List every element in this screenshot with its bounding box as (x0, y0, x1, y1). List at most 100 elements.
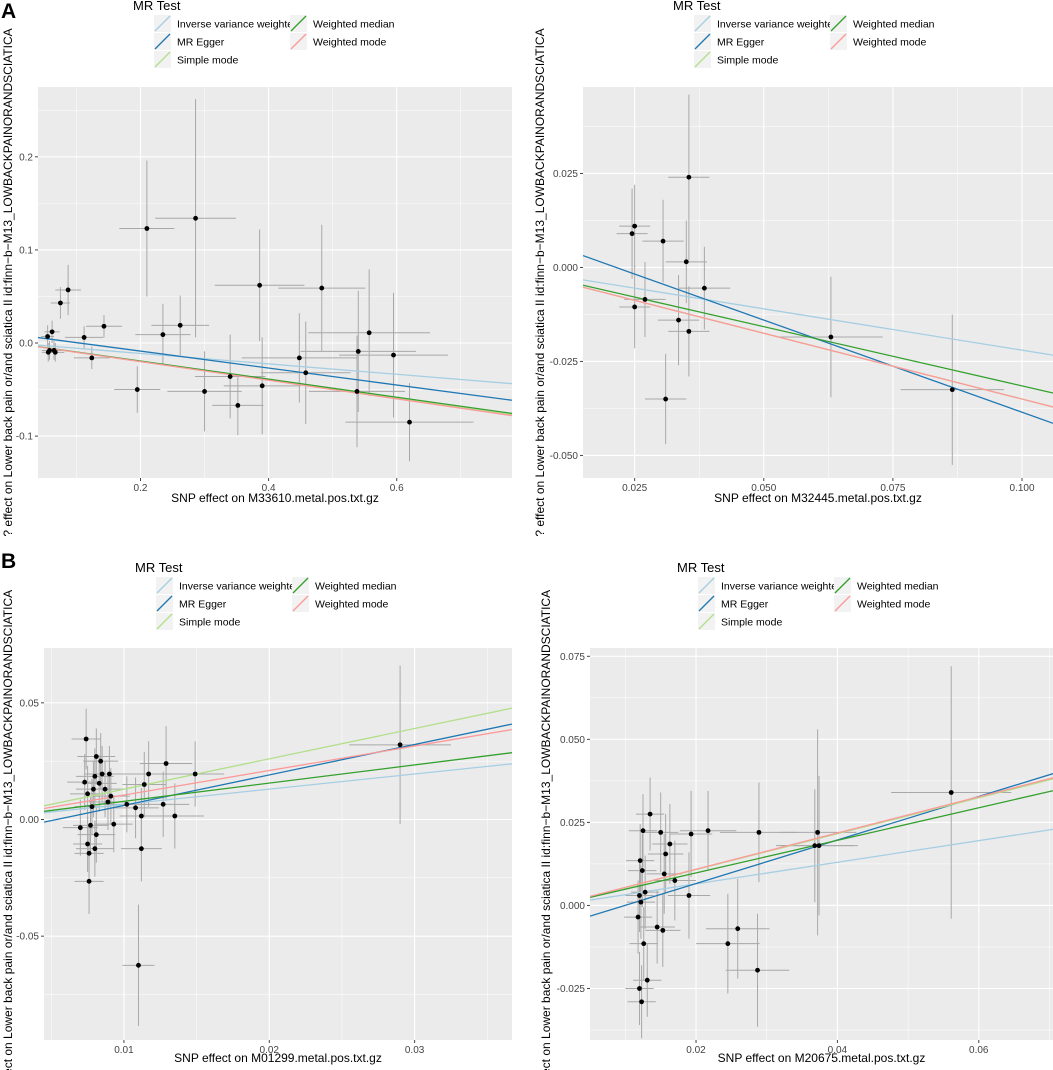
legend-label-weighted-median: Weighted median (313, 19, 395, 31)
line-weighted-median (583, 284, 1053, 394)
legend-label-inverse-variance-weighted: Inverse variance weighted (717, 19, 839, 31)
legend: MR Test Inverse variance weighted MR Egger… (135, 560, 397, 630)
legend-key-line (694, 51, 711, 68)
data-point (355, 348, 361, 354)
data-point (202, 389, 207, 394)
line-weighted-mode (44, 728, 512, 810)
chart-2: 0.025 0.050 0.075 0.100 -0.050 -0.025 0.000 0.0… (533, 0, 1053, 537)
points (635, 790, 954, 1005)
data-point (163, 761, 169, 766)
legend-title: MR Test (135, 560, 183, 575)
data-point (177, 322, 183, 328)
data-point (58, 300, 63, 306)
legend-label-mr-egger: MR Egger (721, 599, 769, 611)
y-tick-label: 0.2 (19, 152, 33, 163)
data-point (136, 962, 141, 968)
legend-label-weighted-mode: Weighted mode (853, 37, 927, 49)
y-axis-title: ? effect on Lower back pain or/and sciat… (1, 590, 15, 1070)
legend-label-mr-egger: MR Egger (179, 599, 227, 611)
data-point (658, 829, 664, 835)
data-point (948, 790, 954, 795)
legend-label-weighted-mode: Weighted mode (857, 599, 931, 611)
x-tick-label: 0.025 (622, 483, 647, 494)
x-tick-label: 0.2 (134, 483, 148, 494)
x-axis-title: SNP effect on M33610.metal.pos.txt.gz (171, 491, 379, 505)
x-tick-label: 0.02 (686, 1045, 706, 1056)
y-tick-label: -0.05 (16, 932, 39, 943)
data-point (686, 328, 692, 334)
data-point (688, 831, 694, 837)
legend-label-weighted-median: Weighted median (853, 19, 935, 31)
x-tick-label: 0.4 (262, 483, 276, 494)
data-point (82, 779, 88, 785)
data-point (160, 332, 166, 338)
data-point (77, 825, 83, 831)
data-point (160, 801, 166, 807)
line-inverse-variance-weighted (590, 828, 1053, 901)
gridlines (38, 87, 512, 478)
data-point (660, 927, 666, 933)
data-point (85, 841, 91, 847)
y-tick-label: 0.05 (20, 698, 40, 709)
data-point (172, 813, 178, 819)
legend-key-line (830, 15, 847, 32)
data-point (85, 791, 91, 797)
legend-title: MR Test (133, 0, 181, 13)
data-point (86, 850, 92, 856)
legend-label-inverse-variance-weighted: Inverse variance weighted (179, 581, 301, 593)
data-point (366, 330, 372, 336)
y-tick-label: 0.000 (553, 263, 578, 274)
y-axis-title: ? effect on Lower back pain or/and sciat… (533, 28, 547, 536)
legend-key-line (156, 577, 173, 594)
data-point (93, 754, 99, 759)
data-point (235, 402, 241, 408)
data-point (629, 231, 635, 237)
data-point (638, 899, 644, 905)
legend-key-line (156, 595, 173, 612)
data-point (828, 334, 834, 340)
data-point (815, 829, 821, 835)
legend: MR Test Inverse variance weighted MR Egger… (673, 0, 935, 68)
data-point (88, 822, 93, 828)
data-point (639, 999, 645, 1005)
data-point (138, 846, 144, 852)
x-tick-label: 0.06 (969, 1045, 989, 1056)
data-point (89, 804, 95, 810)
data-point (101, 323, 107, 329)
data-point (640, 828, 646, 834)
legend-key-line (694, 15, 711, 32)
data-point (701, 285, 707, 291)
data-point (755, 967, 760, 973)
y-tick-label: 0.00 (20, 815, 40, 826)
data-point (99, 771, 105, 777)
y-tick-label: 0.050 (560, 735, 585, 746)
legend-label-mr-egger: MR Egger (177, 37, 225, 49)
data-point (111, 821, 117, 827)
legend-key-line (698, 577, 715, 594)
data-point (756, 829, 762, 835)
data-point (319, 285, 325, 291)
data-point (635, 914, 641, 920)
legend-label-simple-mode: Simple mode (721, 617, 782, 629)
data-point (654, 924, 660, 930)
data-point (354, 389, 360, 394)
y-tick-label: -0.025 (557, 984, 586, 995)
y-tick-label: -0.1 (16, 432, 34, 443)
data-point (192, 771, 198, 777)
data-point (89, 355, 95, 361)
legend-label-inverse-variance-weighted: Inverse variance weighted (177, 19, 299, 31)
points (629, 174, 955, 402)
plot-background (38, 87, 512, 478)
data-point (637, 858, 643, 864)
line-mr-egger (38, 336, 512, 401)
panel-letter-b: B (1, 550, 16, 573)
line-mr-egger (44, 723, 512, 823)
legend-label-weighted-mode: Weighted mode (313, 37, 387, 49)
y-tick-label: 0.025 (560, 818, 585, 829)
line-inverse-variance-weighted (44, 763, 512, 814)
x-tick-label: 0.050 (751, 483, 776, 494)
y-tick-label: -0.050 (550, 451, 579, 462)
data-point (108, 793, 114, 799)
chart-1: 0.2 0.4 0.6 -0.1 0.0 0.1 0.2 SNP effect on M336… (1, 0, 512, 537)
